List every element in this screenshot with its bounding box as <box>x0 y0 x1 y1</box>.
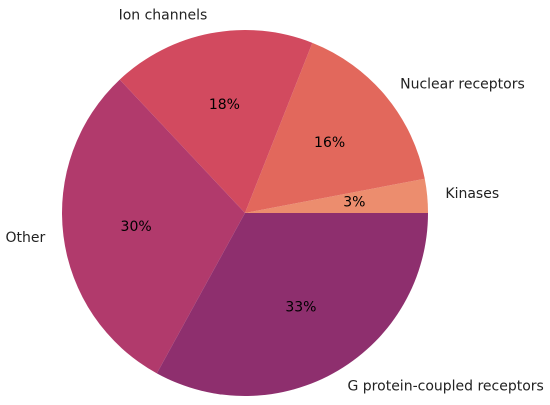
pie-slice-nuclear-receptors <box>245 42 425 213</box>
pct-label-nuclear-receptors: 16% <box>314 135 345 151</box>
category-labels: Kinases Nuclear receptors Ion channels Othe… <box>6 7 544 394</box>
pie-slice-kinases <box>245 178 428 213</box>
pct-label-other: 30% <box>121 219 152 235</box>
category-label-ion-channels: Ion channels <box>119 7 208 23</box>
category-label-nuclear-receptors: Nuclear receptors <box>400 77 525 93</box>
pie-slice-g-protein-coupled-receptors <box>156 213 428 396</box>
pie-slice-ion-channels <box>119 29 313 214</box>
pct-label-ion-channels: 18% <box>209 97 240 113</box>
percentage-labels: 3% 16% 18% 30% 33% <box>121 97 366 315</box>
pct-label-g-protein-coupled-receptors: 33% <box>285 300 316 316</box>
category-label-g-protein-coupled-receptors: G protein-coupled receptors <box>348 378 544 394</box>
category-label-other: Other <box>6 230 46 246</box>
category-label-kinases: Kinases <box>445 186 499 202</box>
pct-label-kinases: 3% <box>343 195 365 211</box>
pie-slice-other <box>62 79 245 374</box>
pie-slices <box>62 29 428 396</box>
